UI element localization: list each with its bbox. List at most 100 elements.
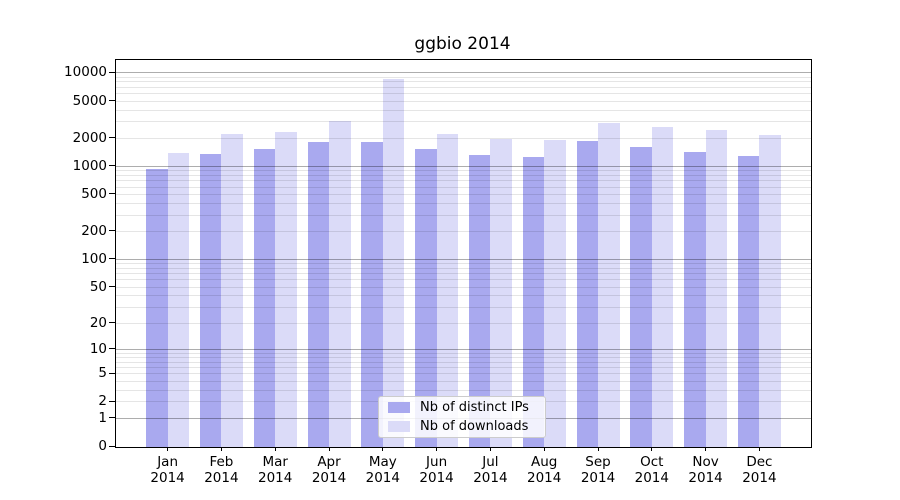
y-tick-label-20: 20 [89, 314, 107, 331]
x-tick-sep [597, 447, 599, 451]
x-tick-label-aug: Aug 2014 [517, 454, 571, 486]
y-tick-200 [109, 230, 115, 232]
x-label-month: Dec [746, 454, 773, 470]
legend-label-distinct-ips: Nb of distinct IPs [420, 400, 529, 415]
x-tick-apr [328, 447, 330, 451]
x-label-year: 2014 [580, 470, 616, 486]
y-tick-2 [109, 400, 115, 402]
legend: Nb of distinct IPs Nb of downloads [378, 396, 546, 438]
y-tick-label-1: 1 [98, 409, 107, 426]
y-tick-10 [109, 348, 115, 350]
x-label-year: 2014 [634, 470, 669, 486]
x-tick-label-jan: Jan 2014 [141, 454, 195, 486]
gridline-major-100 [116, 258, 811, 260]
x-tick-jun [436, 447, 438, 451]
gridline-minor-90 [116, 263, 811, 264]
y-tick-label-100: 100 [81, 250, 107, 267]
legend-label-downloads: Nb of downloads [420, 419, 529, 434]
bar-downloads-dec [759, 134, 781, 447]
bar-downloads-mar [275, 131, 297, 447]
gridline-minor-400 [116, 202, 811, 204]
y-tick-10000 [109, 71, 115, 73]
x-tick-aug [543, 447, 545, 451]
gridline-minor-30 [116, 306, 811, 308]
x-tick-mar [274, 447, 276, 451]
gridline-major-10000 [116, 72, 811, 74]
gridline-minor-20 [116, 322, 811, 324]
x-tick-label-jun: Jun 2014 [410, 454, 464, 486]
x-label-month: May [368, 454, 397, 470]
bar-downloads-aug [544, 140, 566, 447]
x-tick-jul [489, 447, 491, 451]
gridline-minor-9 [116, 352, 811, 354]
gridline-minor-6 [116, 367, 811, 369]
x-tick-oct [651, 447, 653, 451]
gridline-minor-700 [116, 180, 811, 182]
bar-downloads-oct [651, 127, 674, 447]
gridline-minor-200 [116, 230, 811, 232]
x-label-month: Jun [426, 454, 448, 470]
y-tick-0 [109, 445, 115, 447]
x-tick-jan [167, 447, 169, 451]
bar-downloads-apr [329, 120, 351, 447]
bar-distinct-ips-sep [576, 140, 598, 447]
y-tick-1 [109, 417, 115, 419]
gridline-minor-8000 [116, 81, 811, 83]
gridline-major-10 [116, 348, 811, 350]
bar-distinct-ips-feb [199, 154, 222, 447]
gridline-minor-500 [116, 193, 811, 195]
bar-downloads-may [382, 79, 405, 447]
x-label-year: 2014 [365, 470, 400, 486]
bar-downloads-feb [221, 134, 243, 447]
x-tick-label-may: May 2014 [356, 454, 410, 486]
x-label-month: Jan [157, 454, 178, 470]
bar-distinct-ips-nov [684, 152, 706, 447]
gridline-minor-7000 [116, 86, 811, 88]
y-tick-label-200: 200 [81, 222, 107, 239]
x-tick-label-feb: Feb 2014 [194, 454, 248, 486]
bar-downloads-jan [167, 152, 190, 447]
y-tick-50 [109, 286, 115, 287]
x-label-year: 2014 [311, 470, 347, 486]
x-label-month: Jul [482, 454, 499, 470]
x-tick-label-mar: Mar 2014 [248, 454, 302, 486]
bar-distinct-ips-jan [146, 168, 168, 447]
y-tick-label-1000: 1000 [72, 157, 107, 174]
x-tick-label-nov: Nov 2014 [679, 454, 733, 486]
y-tick-1000 [109, 165, 115, 167]
gridline-minor-3000 [116, 121, 811, 123]
x-label-month: Oct [640, 454, 664, 470]
x-label-month: Apr [317, 454, 341, 470]
x-tick-label-sep: Sep 2014 [571, 454, 625, 486]
x-tick-label-oct: Oct 2014 [625, 454, 679, 486]
gridline-minor-50 [116, 286, 811, 288]
x-tick-label-apr: Apr 2014 [302, 454, 356, 486]
gridline-minor-600 [116, 186, 811, 188]
chart-title: ggbio 2014 [414, 34, 511, 54]
y-tick-5000 [109, 100, 115, 101]
bar-distinct-ips-jun [415, 149, 437, 447]
x-tick-label-dec: Dec 2014 [732, 454, 786, 486]
gridline-minor-800 [116, 174, 811, 176]
bar-distinct-ips-apr [307, 141, 329, 447]
x-label-year: 2014 [688, 470, 723, 486]
y-tick-label-2: 2 [98, 393, 107, 410]
bar-downloads-jul [490, 139, 512, 447]
gridline-minor-7 [116, 361, 811, 363]
x-label-year: 2014 [204, 470, 239, 486]
gridline-minor-70 [116, 273, 811, 275]
bar-distinct-ips-aug [522, 157, 545, 447]
y-tick-label-2000: 2000 [72, 129, 107, 146]
bar-distinct-ips-mar [253, 148, 276, 447]
gridline-minor-900 [116, 170, 811, 171]
x-tick-nov [705, 447, 707, 451]
gridline-minor-5000 [116, 100, 811, 102]
bar-downloads-nov [705, 129, 728, 447]
x-label-month: Sep [585, 454, 611, 470]
y-tick-5 [109, 372, 115, 374]
legend-swatch-downloads [388, 421, 410, 432]
x-tick-label-jul: Jul 2014 [463, 454, 517, 486]
y-tick-100 [109, 258, 115, 260]
bar-distinct-ips-jul [468, 155, 491, 447]
